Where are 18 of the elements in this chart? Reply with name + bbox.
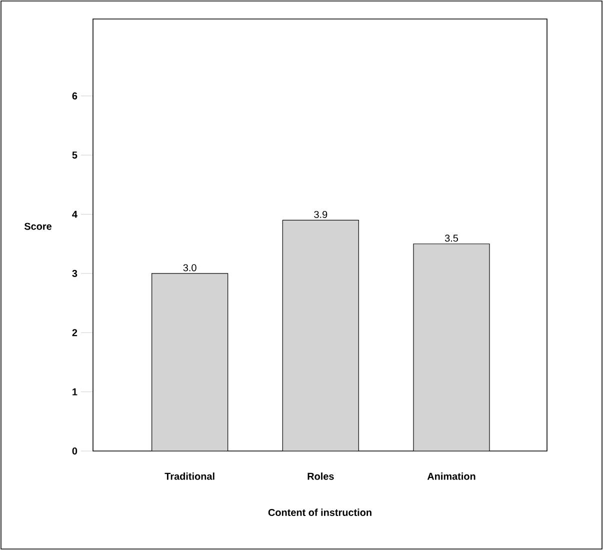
x-tick-label: Traditional xyxy=(164,472,214,480)
y-tick-label: 5 xyxy=(72,152,78,159)
y-tick-label: 2 xyxy=(72,329,78,336)
y-axis-title: Score xyxy=(24,222,52,230)
y-tick-label: 6 xyxy=(72,92,78,100)
x-axis-title: Content of instruction xyxy=(268,508,372,516)
bar xyxy=(152,273,228,451)
y-tick-label: 1 xyxy=(72,388,78,396)
data-label: 3.5 xyxy=(444,234,458,242)
data-label: 3.9 xyxy=(314,210,328,218)
x-tick-label: Roles xyxy=(308,472,334,480)
y-tick-label: 3 xyxy=(72,270,78,277)
bar xyxy=(413,244,490,451)
bar xyxy=(282,220,359,451)
x-tick-label: Animation xyxy=(427,472,476,480)
data-label: 3.0 xyxy=(183,264,196,272)
y-tick-label: 4 xyxy=(72,210,78,218)
y-tick-label: 0 xyxy=(72,447,78,455)
